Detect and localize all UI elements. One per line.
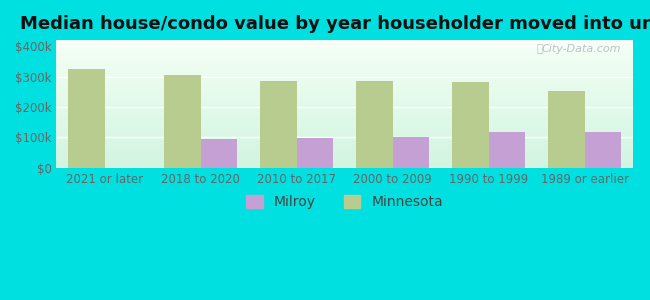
Bar [260,81,296,168]
Bar [356,81,393,168]
Text: City-Data.com: City-Data.com [542,44,621,54]
Bar [585,132,621,168]
Bar [393,137,429,168]
Bar [296,138,333,168]
Bar [489,132,525,168]
Bar [164,75,201,168]
Bar [68,69,105,168]
Legend: Milroy, Minnesota: Milroy, Minnesota [240,190,448,215]
Bar [201,139,237,168]
Bar [549,91,585,168]
Text: ⓘ: ⓘ [537,44,543,54]
Title: Median house/condo value by year householder moved into unit: Median house/condo value by year househo… [20,15,650,33]
Bar [452,82,489,168]
